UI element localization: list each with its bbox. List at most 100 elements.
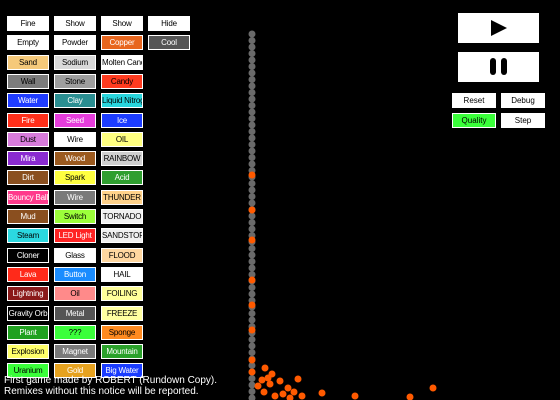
gray-particle (248, 115, 256, 122)
element-button-uranium[interactable]: Uranium (7, 363, 49, 378)
element-button-sodium[interactable]: Sodium (54, 55, 96, 70)
element-button-wall[interactable]: Wall (7, 74, 49, 89)
element-button-lightning[interactable]: Lightning (7, 286, 49, 301)
element-button-big-water[interactable]: Big Water (101, 363, 143, 378)
element-button-button[interactable]: Button (54, 267, 96, 282)
orange-particle (264, 374, 272, 382)
element-button-powder[interactable]: Powder (54, 35, 96, 50)
element-button-gold[interactable]: Gold (54, 363, 96, 378)
element-button-candy[interactable]: Candy (101, 74, 143, 89)
element-button-stone[interactable]: Stone (54, 74, 96, 89)
element-button-liquid-nitrogen[interactable]: Liquid Nitrogen (101, 93, 143, 108)
pause-button[interactable] (458, 52, 539, 82)
gray-particle (248, 121, 256, 129)
element-button--[interactable]: ??? (54, 325, 96, 340)
element-button-hail[interactable]: HAIL (101, 267, 143, 282)
element-button-hide[interactable]: Hide (148, 16, 190, 31)
element-button-led-light[interactable]: LED Light (54, 228, 96, 243)
element-button-flood[interactable]: FLOOD (101, 248, 143, 263)
element-button-spark[interactable]: Spark (54, 170, 96, 185)
element-button-fire[interactable]: Fire (7, 113, 49, 128)
reset-button[interactable]: Reset (452, 93, 496, 108)
quality-button[interactable]: Quality (452, 113, 496, 128)
gray-particle (248, 388, 256, 395)
gray-particle (248, 251, 256, 259)
gray-particle (248, 258, 256, 265)
gray-particle (248, 82, 256, 90)
gray-particle (248, 128, 256, 135)
element-button-water[interactable]: Water (7, 93, 49, 108)
element-button-dust[interactable]: Dust (7, 132, 49, 147)
gray-particle (248, 342, 256, 350)
orange-particle (248, 368, 256, 376)
step-button[interactable]: Step (501, 113, 545, 128)
gray-particle (248, 284, 256, 291)
element-button-gravity-orb[interactable]: Gravity Orb (7, 306, 49, 321)
debug-button[interactable]: Debug (501, 93, 545, 108)
element-button-show[interactable]: Show (54, 16, 96, 31)
gray-particle (248, 50, 256, 57)
gray-particle (248, 30, 256, 38)
element-button-tornado[interactable]: TORNADO (101, 209, 143, 224)
element-button-wood[interactable]: Wood (54, 151, 96, 166)
gray-particle (248, 180, 256, 187)
element-button-switch[interactable]: Switch (54, 209, 96, 224)
orange-particle (351, 392, 359, 400)
element-button-wire[interactable]: Wire (54, 190, 96, 205)
element-button-plant[interactable]: Plant (7, 325, 49, 340)
orange-particle (248, 326, 256, 334)
element-button-steam[interactable]: Steam (7, 228, 49, 243)
element-button-seed[interactable]: Seed (54, 113, 96, 128)
element-button-magnet[interactable]: Magnet (54, 344, 96, 359)
element-button-glass[interactable]: Glass (54, 248, 96, 263)
element-button-mountain[interactable]: Mountain (101, 344, 143, 359)
element-button-freeze[interactable]: FREEZE (101, 306, 143, 321)
gray-particle (248, 56, 256, 64)
element-button-cloner[interactable]: Cloner (7, 248, 49, 263)
element-button-sand[interactable]: Sand (7, 55, 49, 70)
element-button-copper[interactable]: Copper (101, 35, 143, 50)
element-button-sponge[interactable]: Sponge (101, 325, 143, 340)
orange-particle (290, 388, 298, 396)
element-button-oil[interactable]: Oil (54, 286, 96, 301)
element-button-dirt[interactable]: Dirt (7, 170, 49, 185)
element-button-thunder[interactable]: THUNDER (101, 190, 143, 205)
element-button-acid[interactable]: Acid (101, 170, 143, 185)
element-button-wire[interactable]: Wire (54, 132, 96, 147)
element-button-oil[interactable]: OIL (101, 132, 143, 147)
element-button-lava[interactable]: Lava (7, 267, 49, 282)
element-button-mud[interactable]: Mud (7, 209, 49, 224)
orange-particle (254, 382, 262, 390)
orange-particle (248, 276, 256, 284)
gray-particle (248, 141, 256, 148)
orange-particle (248, 236, 256, 244)
element-button-clay[interactable]: Clay (54, 93, 96, 108)
element-button-show[interactable]: Show (101, 16, 143, 31)
element-button-explosion[interactable]: Explosion (7, 344, 49, 359)
element-button-metal[interactable]: Metal (54, 306, 96, 321)
element-button-sandstorm[interactable]: SANDSTORM (101, 228, 143, 243)
orange-particle (266, 380, 274, 388)
element-button-bouncy-ball[interactable]: Bouncy Ball (7, 190, 49, 205)
element-button-molten-candy[interactable]: Molten Candy (101, 55, 143, 70)
element-button-mira[interactable]: Mira (7, 151, 49, 166)
element-button-foiling[interactable]: FOILING (101, 286, 143, 301)
gray-particle (248, 375, 256, 382)
element-button-cool[interactable]: Cool (148, 35, 190, 50)
element-button-rainbow[interactable]: RAINBOW (101, 151, 143, 166)
element-button-fine[interactable]: Fine (7, 16, 49, 31)
credits-line-2: Remixes without this notice will be repo… (4, 386, 199, 397)
gray-particle (248, 154, 256, 161)
gray-particle (248, 193, 256, 200)
gray-particle (248, 225, 256, 233)
play-button[interactable] (458, 13, 539, 43)
credits-text: First game made by ROBERT (Rundown Copy)… (4, 375, 217, 397)
gray-particle (248, 102, 256, 109)
gray-particle (248, 89, 256, 96)
gray-particle (248, 264, 256, 272)
orange-particle (298, 392, 306, 400)
element-button-empty[interactable]: Empty (7, 35, 49, 50)
element-button-ice[interactable]: Ice (101, 113, 143, 128)
orange-particle (276, 377, 284, 385)
